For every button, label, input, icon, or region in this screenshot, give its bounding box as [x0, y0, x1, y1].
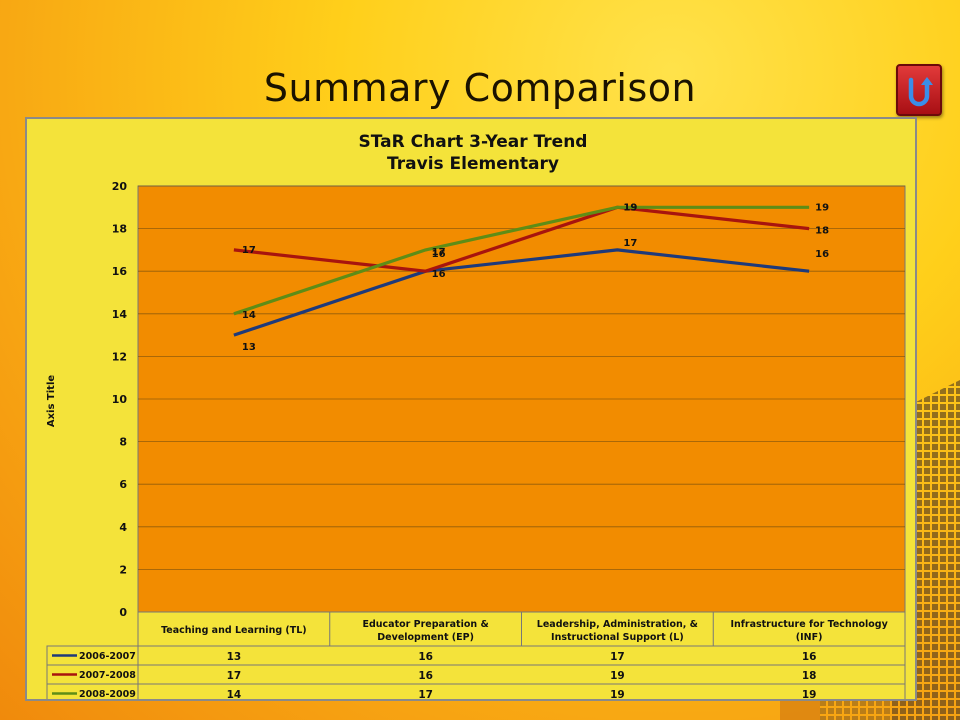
back-button[interactable] [896, 64, 942, 116]
table-cell: 18 [802, 670, 817, 682]
y-tick-label: 6 [119, 478, 127, 491]
table-cell: 16 [418, 670, 433, 682]
y-tick-label: 8 [119, 436, 127, 449]
legend-label: 2007-2008 [79, 670, 136, 681]
table-cell: 16 [418, 651, 433, 663]
chart-subtitle: Travis Elementary [387, 154, 559, 174]
y-tick-label: 20 [112, 180, 128, 193]
table-cell: 17 [418, 689, 433, 699]
data-label: 17 [623, 238, 637, 249]
legend-label: 2006-2007 [79, 651, 136, 662]
table-cell: 17 [610, 651, 625, 663]
u-turn-back-icon [908, 77, 933, 107]
table-cell: 19 [802, 689, 817, 699]
data-label: 19 [623, 202, 637, 213]
table-row [46, 683, 906, 699]
x-category-label: Educator Preparation & [363, 619, 489, 630]
series-line-2007-2008 [233, 205, 810, 273]
data-label: 17 [242, 245, 256, 256]
data-label: 17 [432, 247, 446, 258]
series-line-2006-2007 [233, 248, 810, 337]
legend-label: 2008-2009 [79, 689, 136, 699]
table-cell: 14 [227, 689, 242, 699]
y-tick-label: 14 [112, 308, 128, 321]
table-cell: 13 [227, 651, 242, 663]
data-label: 13 [242, 342, 256, 353]
table-cell: 19 [610, 689, 625, 699]
line-chart: STaR Chart 3-Year Trend Travis Elementar… [46, 132, 906, 699]
data-label: 18 [815, 226, 829, 237]
chart-container: STaR Chart 3-Year Trend Travis Elementar… [25, 117, 917, 701]
y-tick-label: 0 [119, 606, 127, 619]
x-category-label: Instructional Support (L) [551, 632, 684, 643]
chart-title: STaR Chart 3-Year Trend [359, 132, 588, 152]
table-cell: 17 [227, 670, 242, 682]
y-tick-label: 12 [112, 350, 127, 363]
data-label: 16 [432, 269, 446, 280]
x-category-label: Teaching and Learning (TL) [161, 625, 307, 636]
y-tick-label: 10 [112, 393, 128, 406]
data-label: 19 [623, 202, 637, 213]
y-tick-label: 4 [119, 521, 127, 534]
x-category-label: (INF) [796, 632, 823, 643]
series-line-2008-2009 [233, 205, 810, 316]
y-axis-title: Axis Title [46, 375, 57, 428]
table-cell: 16 [802, 651, 817, 663]
data-label: 19 [815, 202, 829, 213]
x-category-label: Development (EP) [377, 632, 474, 643]
table-row [46, 645, 906, 666]
x-category-label: Leadership, Administration, & [537, 619, 698, 630]
y-tick-label: 16 [112, 265, 128, 278]
y-tick-label: 2 [119, 563, 127, 576]
x-category-label: Infrastructure for Technology [730, 619, 888, 630]
table-row [46, 664, 906, 685]
data-label: 16 [815, 249, 829, 260]
table-cell: 19 [610, 670, 625, 682]
data-label: 16 [432, 249, 446, 260]
data-label: 14 [242, 310, 256, 321]
slide-title: Summary Comparison [263, 66, 697, 110]
y-tick-label: 18 [112, 223, 127, 236]
